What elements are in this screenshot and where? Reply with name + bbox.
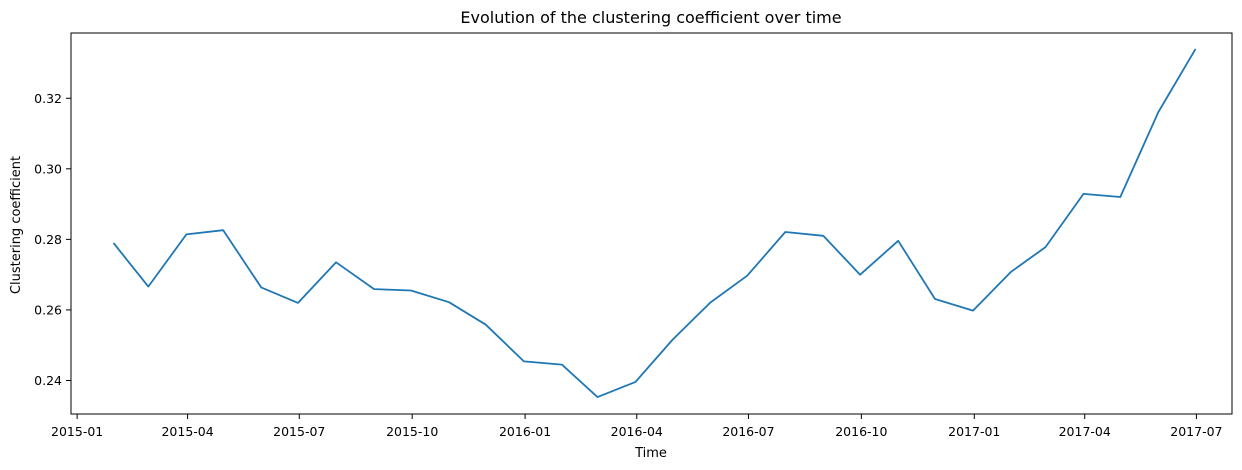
y-tick-label: 0.24 [34, 373, 62, 388]
y-axis-label: Clustering coefficient [9, 156, 24, 294]
x-axis-label: Time [634, 446, 667, 461]
x-tick-label: 2017-04 [1059, 424, 1111, 439]
x-tick-label: 2016-10 [835, 424, 887, 439]
y-tick-label: 0.30 [34, 161, 62, 176]
x-tick-label: 2017-01 [948, 424, 1000, 439]
x-tick-label: 2016-07 [722, 424, 774, 439]
x-tick-label: 2015-07 [273, 424, 325, 439]
x-axis-ticks: 2015-01 2015-04 2015-07 2015-10 2016-01 2016-… [51, 414, 1223, 439]
chart-title: Evolution of the clustering coefficient … [460, 8, 841, 27]
x-tick-label: 2016-01 [499, 424, 551, 439]
y-axis-ticks: 0.24 0.26 0.28 0.30 0.32 [34, 91, 71, 388]
y-tick-label: 0.28 [34, 232, 62, 247]
x-tick-label: 2015-01 [51, 424, 103, 439]
x-tick-label: 2015-10 [386, 424, 438, 439]
x-tick-label: 2017-07 [1170, 424, 1222, 439]
x-tick-label: 2016-04 [611, 424, 663, 439]
x-tick-label: 2015-04 [161, 424, 213, 439]
y-tick-label: 0.26 [34, 302, 62, 317]
series-line [113, 48, 1197, 398]
y-tick-label: 0.32 [34, 91, 62, 106]
plot-area-frame [70, 32, 1233, 415]
